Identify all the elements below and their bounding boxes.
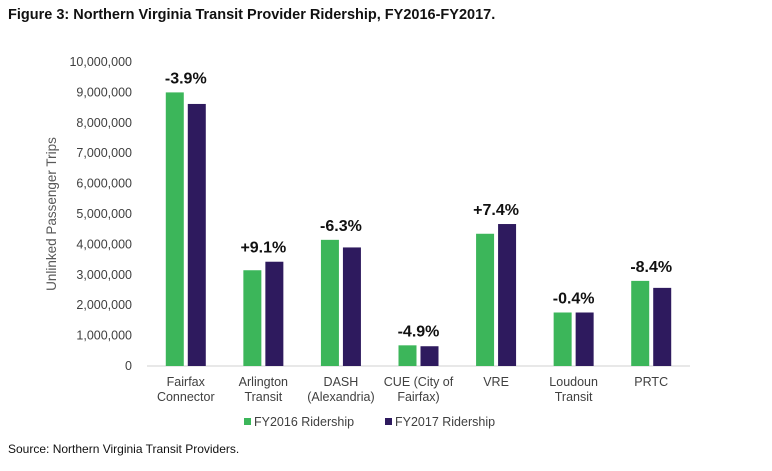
category-label: Loudoun Transit bbox=[549, 375, 598, 404]
legend-swatch bbox=[244, 418, 251, 425]
percent-change-label: -6.3% bbox=[320, 218, 362, 235]
percent-change-label: -0.4% bbox=[553, 290, 595, 307]
y-tick-label: 7,000,000 bbox=[76, 146, 132, 160]
legend-label: FY2016 Ridership bbox=[254, 415, 354, 429]
percent-change-label: -4.9% bbox=[398, 323, 440, 340]
y-tick-label: 10,000,000 bbox=[69, 55, 132, 69]
bar-fy2016 bbox=[165, 92, 184, 367]
y-axis-label: Unlinked Passenger Trips bbox=[44, 137, 59, 291]
y-tick-label: 6,000,000 bbox=[76, 177, 132, 191]
bar-fy2017 bbox=[575, 312, 594, 366]
category-label: VRE bbox=[483, 375, 509, 389]
category-label: PRTC bbox=[634, 375, 668, 389]
y-tick-label: 9,000,000 bbox=[76, 85, 132, 99]
category-label: DASH (Alexandria) bbox=[307, 375, 374, 404]
y-tick-label: 3,000,000 bbox=[76, 268, 132, 282]
percent-change-label: -8.4% bbox=[630, 259, 672, 276]
percent-change-label: +7.4% bbox=[473, 202, 519, 219]
bar-fy2017 bbox=[187, 103, 206, 367]
bar-fy2017 bbox=[498, 224, 517, 366]
figure-title: Figure 3: Northern Virginia Transit Prov… bbox=[8, 7, 496, 23]
bar-fy2016 bbox=[243, 270, 262, 366]
bar-fy2017 bbox=[653, 287, 672, 366]
bar-fy2016 bbox=[476, 233, 495, 366]
bar-fy2016 bbox=[320, 239, 339, 366]
category-label: Arlington Transit bbox=[239, 375, 288, 404]
legend-label: FY2017 Ridership bbox=[395, 415, 495, 429]
y-tick-label: 4,000,000 bbox=[76, 237, 132, 251]
bar-fy2016 bbox=[553, 312, 572, 366]
y-tick-label: 2,000,000 bbox=[76, 298, 132, 312]
percent-change-label: +9.1% bbox=[240, 240, 286, 257]
y-tick-label: 8,000,000 bbox=[76, 116, 132, 130]
category-label: Fairfax Connector bbox=[157, 375, 215, 404]
percent-change-label: -3.9% bbox=[165, 70, 207, 87]
bar-fy2016 bbox=[398, 345, 417, 366]
bar-fy2017 bbox=[420, 346, 439, 366]
y-tick-label: 1,000,000 bbox=[76, 329, 132, 343]
bar-fy2016 bbox=[631, 280, 650, 366]
category-label: CUE (City of Fairfax) bbox=[384, 375, 454, 404]
source-note: Source: Northern Virginia Transit Provid… bbox=[8, 442, 240, 456]
bar-fy2017 bbox=[265, 261, 284, 366]
y-tick-label: 0 bbox=[125, 359, 132, 373]
bar-fy2017 bbox=[342, 247, 361, 366]
legend-swatch bbox=[385, 418, 392, 425]
y-tick-label: 5,000,000 bbox=[76, 207, 132, 221]
